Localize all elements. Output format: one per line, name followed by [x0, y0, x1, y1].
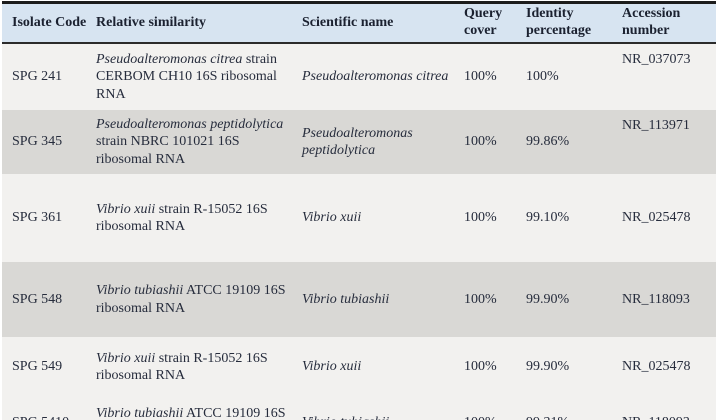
- cell-accession-number: NR_025478: [612, 174, 716, 262]
- cell-isolate-code: SPG 345: [2, 110, 86, 174]
- cell-isolate-code: SPG 549: [2, 337, 86, 397]
- column-header-relative-similarity: Relative similarity: [86, 2, 296, 44]
- similarity-description: ATCC 19109 16S ribosomal RNA: [96, 283, 286, 316]
- cell-identity-percentage: 99.10%: [516, 174, 612, 262]
- similarity-species-name: Vibrio xuii: [96, 201, 156, 217]
- cell-scientific-name: Vibrio xuii: [296, 174, 454, 262]
- cell-accession-number: NR_025478: [612, 337, 716, 397]
- cell-isolate-code: SPG 548: [2, 262, 86, 337]
- cell-scientific-name: Vibrio xuii: [296, 337, 454, 397]
- table-body: SPG 241 Pseudoalteromonas citrea strain …: [2, 43, 716, 420]
- cell-scientific-name: Vibrio tubiashii: [296, 262, 454, 337]
- cell-query-cover: 100%: [454, 174, 516, 262]
- similarity-species-name: Vibrio tubiashii: [96, 283, 184, 299]
- cell-isolate-code: SPG 361: [2, 174, 86, 262]
- similarity-species-name: Pseudoalteromonas peptidolytica: [96, 117, 284, 133]
- cell-identity-percentage: 99.31%: [516, 397, 612, 420]
- table-row-spg-548: SPG 548 Vibrio tubiashii ATCC 19109 16S …: [2, 262, 716, 337]
- similarity-species-name: Vibrio xuii: [96, 350, 156, 366]
- header-row: Isolate Code Relative similarity Scienti…: [2, 2, 716, 44]
- similarity-description: strain NBRC 101021 16S ribosomal RNA: [96, 134, 240, 167]
- column-header-scientific-name: Scientific name: [296, 2, 454, 44]
- cell-query-cover: 100%: [454, 110, 516, 174]
- cell-isolate-code: SPG 241: [2, 43, 86, 110]
- table-row-spg-5410: SPG 5410 Vibrio tubiashii ATCC 19109 16S…: [2, 397, 716, 420]
- table-row-spg-361: SPG 361 Vibrio xuii strain R-15052 16S r…: [2, 174, 716, 262]
- cell-identity-percentage: 99.86%: [516, 110, 612, 174]
- column-header-isolate-code: Isolate Code: [2, 2, 86, 44]
- cell-relative-similarity: Vibrio xuii strain R-15052 16S ribosomal…: [86, 337, 296, 397]
- similarity-description: strain R-15052 16S ribosomal RNA: [96, 201, 268, 234]
- table-row-spg-549: SPG 549 Vibrio xuii strain R-15052 16S r…: [2, 337, 716, 397]
- column-header-accession-number: Accession number: [612, 2, 716, 44]
- table-row-spg-241: SPG 241 Pseudoalteromonas citrea strain …: [2, 43, 716, 110]
- cell-accession-number: NR_118093: [612, 262, 716, 337]
- cell-query-cover: 100%: [454, 397, 516, 420]
- cell-query-cover: 100%: [454, 262, 516, 337]
- cell-query-cover: 100%: [454, 43, 516, 110]
- table-row-spg-345: SPG 345 Pseudoalteromonas peptidolytica …: [2, 110, 716, 174]
- cell-accession-number: NR_037073: [612, 43, 716, 110]
- similarity-species-name: Vibrio tubiashii: [96, 406, 184, 420]
- cell-relative-similarity: Vibrio tubiashii ATCC 19109 16S ribosoma…: [86, 397, 296, 420]
- cell-accession-number: NR_118093: [612, 397, 716, 420]
- cell-relative-similarity: Vibrio xuii strain R-15052 16S ribosomal…: [86, 174, 296, 262]
- cell-identity-percentage: 100%: [516, 43, 612, 110]
- similarity-description: ATCC 19109 16S ribosomal RNA: [185, 406, 286, 420]
- column-header-identity-percentage: Identity percentage: [516, 2, 612, 44]
- cell-relative-similarity: Pseudoalteromonas peptidolytica strain N…: [86, 110, 296, 174]
- similarity-species-name: Pseudoalteromonas citrea: [96, 52, 243, 68]
- cell-scientific-name: Vibrio tubiashii: [296, 397, 454, 420]
- cell-accession-number: NR_113971: [612, 110, 716, 174]
- cell-identity-percentage: 99.90%: [516, 262, 612, 337]
- table-header: Isolate Code Relative similarity Scienti…: [2, 2, 716, 44]
- cell-isolate-code: SPG 5410: [2, 397, 86, 420]
- column-header-query-cover: Query cover: [454, 2, 516, 44]
- similarity-description: strain CERBOM CH10 16S ribosomal RNA: [96, 52, 277, 102]
- similarity-description: strain R-15052 16S ribosomal RNA: [96, 350, 268, 383]
- cell-scientific-name: Pseudoalteromonas citrea: [296, 43, 454, 110]
- cell-scientific-name: Pseudoalteromonas peptidolytica: [296, 110, 454, 174]
- cell-query-cover: 100%: [454, 337, 516, 397]
- cell-relative-similarity: Pseudoalteromonas citrea strain CERBOM C…: [86, 43, 296, 110]
- cell-identity-percentage: 99.90%: [516, 337, 612, 397]
- cell-relative-similarity: Vibrio tubiashii ATCC 19109 16S ribosoma…: [86, 262, 296, 337]
